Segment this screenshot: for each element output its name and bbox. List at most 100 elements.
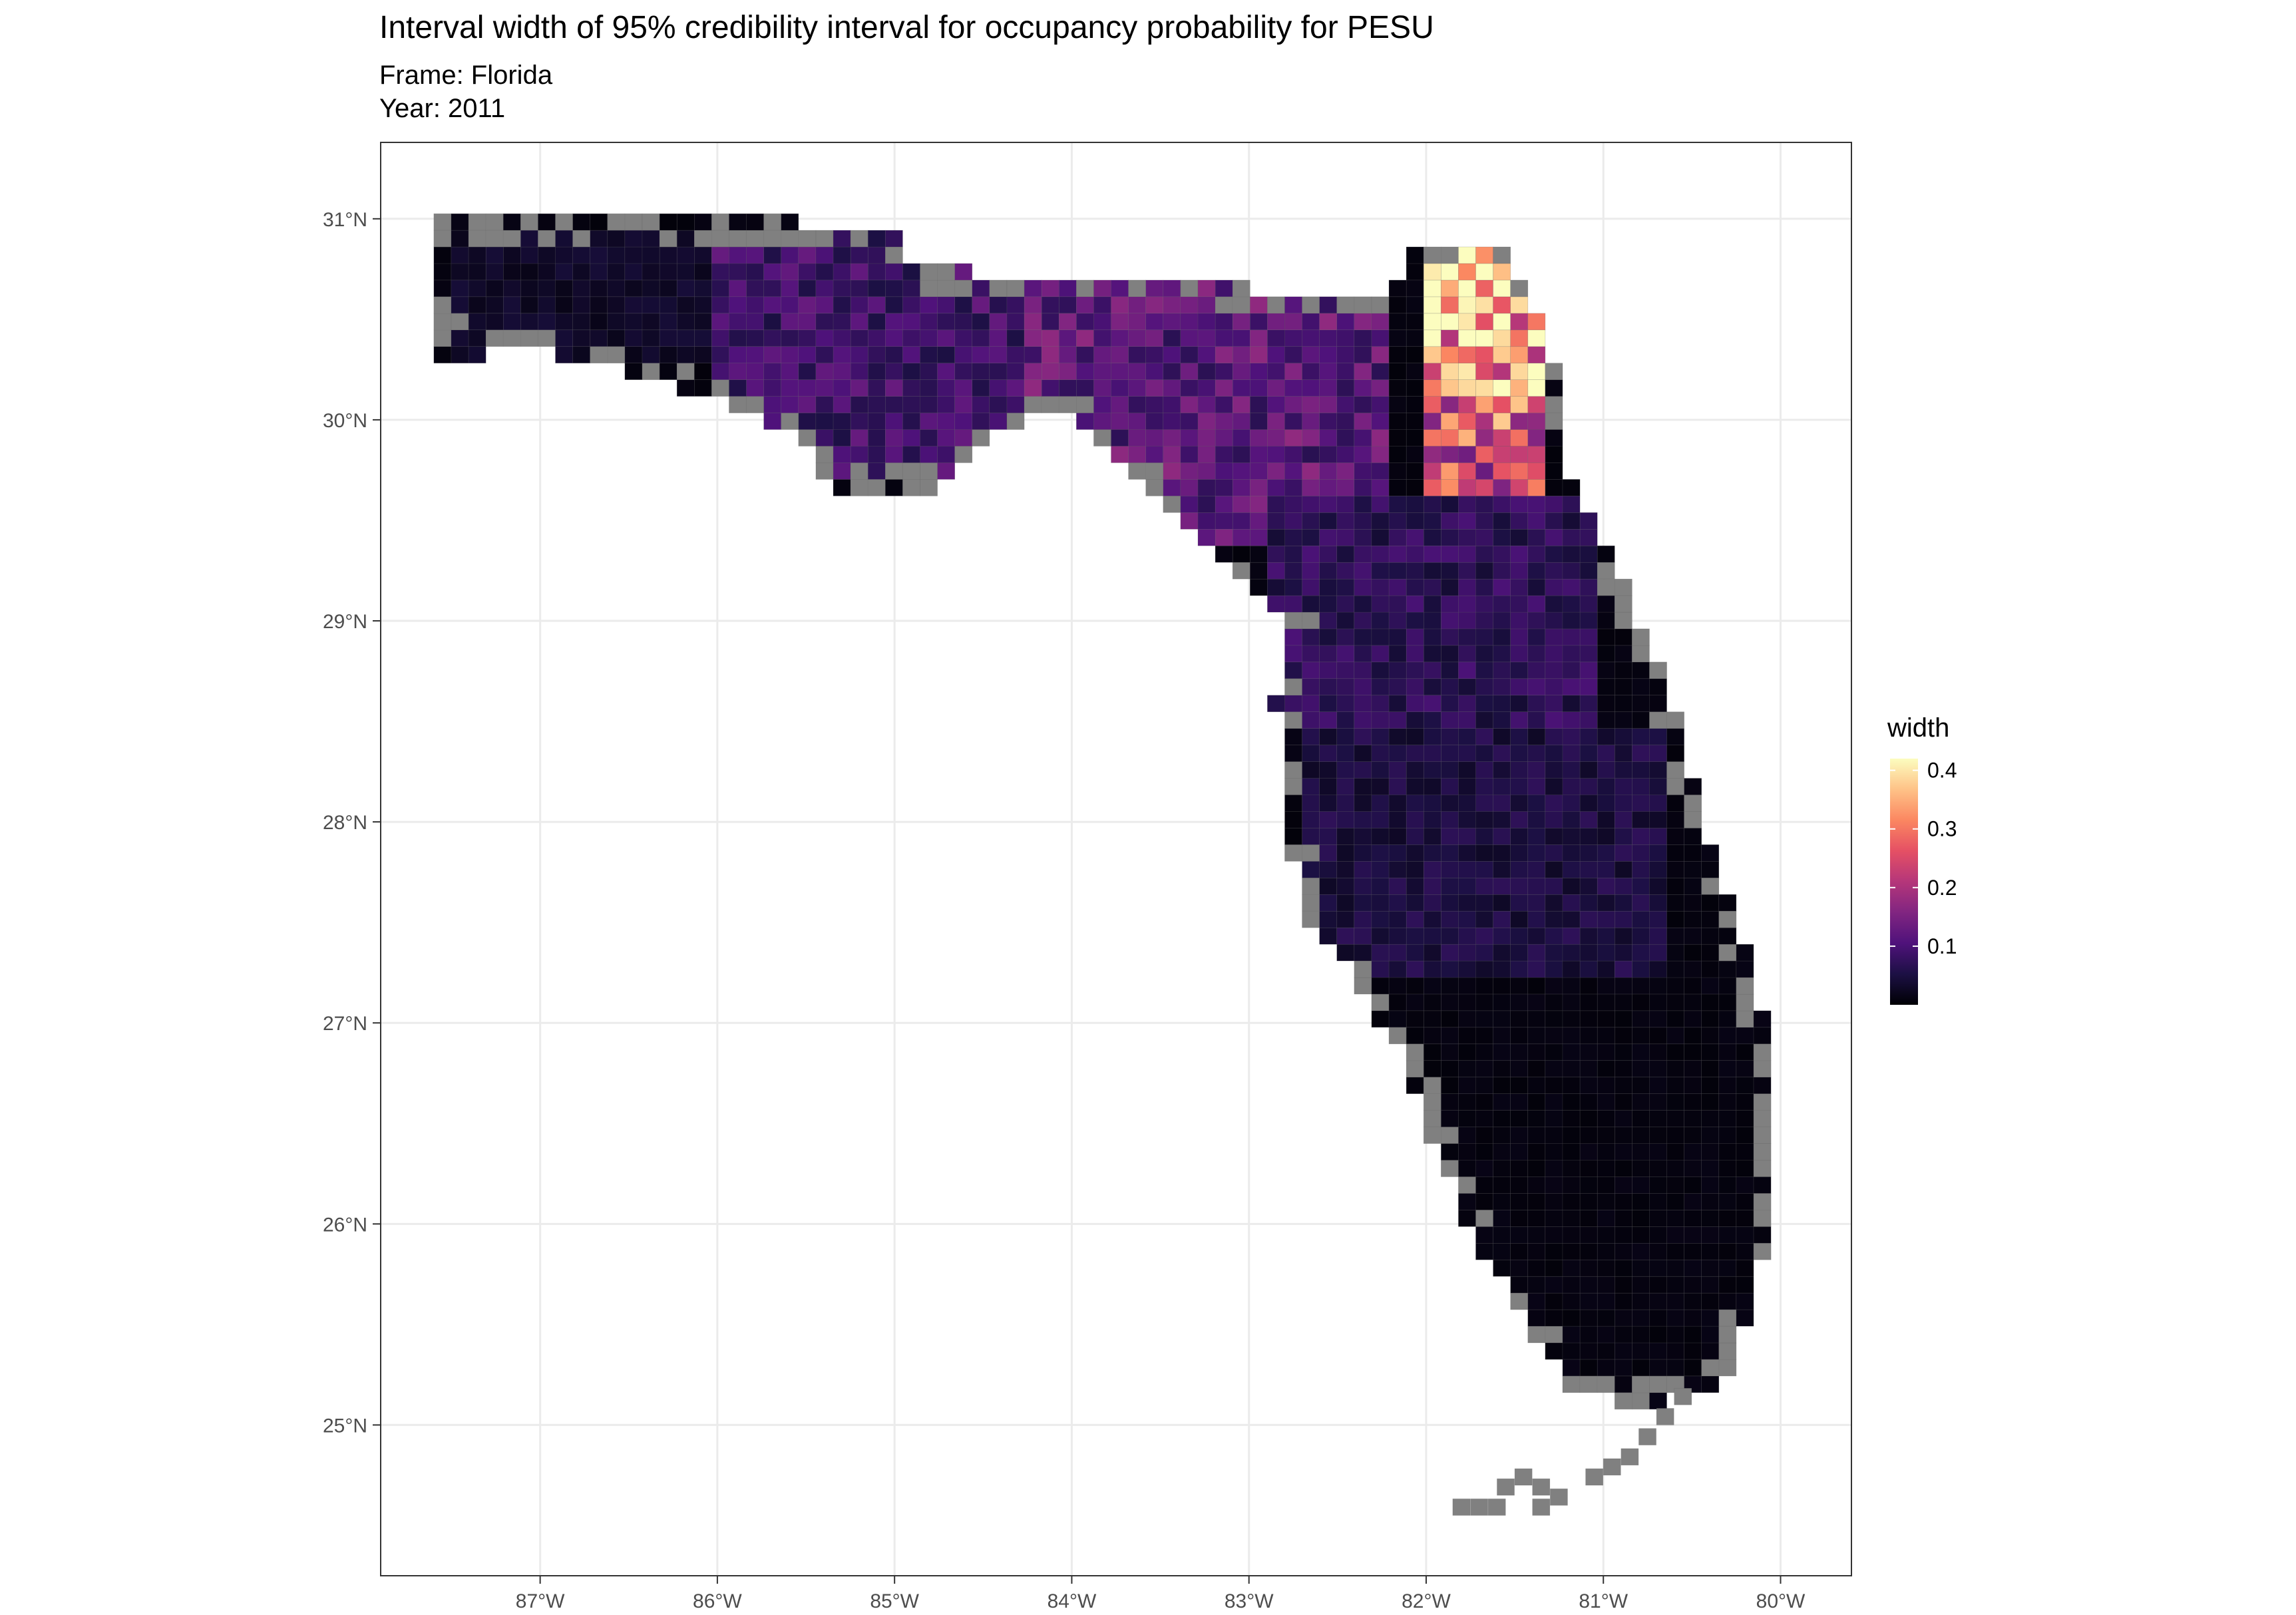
heatmap-cell xyxy=(624,230,643,248)
heatmap-cell xyxy=(1249,363,1268,380)
heatmap-cell xyxy=(1493,296,1511,314)
heatmap-cell xyxy=(781,230,799,248)
heatmap-cell xyxy=(1423,861,1441,878)
heatmap-cell xyxy=(1058,296,1077,314)
heatmap-cell xyxy=(920,462,938,480)
heatmap-cell xyxy=(1527,695,1546,713)
heatmap-cell xyxy=(1354,745,1372,762)
heatmap-cell xyxy=(1267,545,1285,563)
heatmap-cell xyxy=(902,363,920,380)
heatmap-cell-na xyxy=(1674,1387,1692,1405)
heatmap-cell xyxy=(1475,927,1493,945)
heatmap-cell xyxy=(693,379,712,397)
heatmap-cell xyxy=(1249,545,1268,563)
heatmap-cell xyxy=(676,279,695,297)
heatmap-cell xyxy=(1545,811,1563,828)
heatmap-cell xyxy=(1441,329,1459,347)
heatmap-cell xyxy=(1371,578,1390,596)
heatmap-cell xyxy=(1197,446,1216,463)
heatmap-cell xyxy=(972,379,990,397)
heatmap-cell xyxy=(1666,977,1684,995)
heatmap-cell xyxy=(1545,795,1563,812)
heatmap-cell xyxy=(1128,329,1147,347)
heatmap-cell xyxy=(1475,396,1493,413)
heatmap-cell xyxy=(1493,496,1511,513)
heatmap-cell xyxy=(1319,496,1338,513)
heatmap-cell xyxy=(867,329,886,347)
heatmap-cell xyxy=(1562,1010,1581,1028)
heatmap-cell xyxy=(1562,545,1581,563)
heatmap-cell xyxy=(1406,512,1424,530)
heatmap-cell xyxy=(1545,1160,1563,1177)
heatmap-cell xyxy=(1458,894,1476,912)
heatmap-cell xyxy=(502,279,521,297)
heatmap-cell xyxy=(485,279,504,297)
heatmap-cell xyxy=(1371,396,1390,413)
heatmap-cell xyxy=(1076,413,1094,430)
heatmap-cell xyxy=(1562,1309,1581,1327)
heatmap-cell xyxy=(1354,612,1372,629)
heatmap-cell xyxy=(1527,1193,1546,1210)
heatmap-cell xyxy=(937,363,955,380)
heatmap-cell xyxy=(1249,496,1268,513)
heatmap-cell xyxy=(1093,363,1111,380)
heatmap-cell xyxy=(1371,844,1390,862)
heatmap-cell xyxy=(885,230,903,248)
heatmap-cell xyxy=(1614,695,1632,713)
heatmap-cell xyxy=(538,263,556,281)
heatmap-cell xyxy=(1684,1292,1702,1310)
heatmap-cell xyxy=(1545,745,1563,762)
heatmap-cell xyxy=(1614,795,1632,812)
heatmap-cell xyxy=(1423,628,1441,646)
heatmap-cell xyxy=(1388,446,1407,463)
heatmap-cell xyxy=(1614,1359,1632,1377)
heatmap-cell xyxy=(1632,1110,1650,1127)
heatmap-cell xyxy=(1441,1027,1459,1045)
heatmap-cell xyxy=(1493,844,1511,862)
heatmap-cell xyxy=(642,363,660,380)
heatmap-cell xyxy=(920,329,938,347)
heatmap-cell xyxy=(833,346,851,364)
heatmap-cell xyxy=(1527,977,1546,995)
heatmap-cell xyxy=(1267,346,1285,364)
heatmap-cell xyxy=(1284,512,1302,530)
heatmap-cell xyxy=(1423,761,1441,779)
heatmap-cell xyxy=(572,230,591,248)
heatmap-cell xyxy=(1475,446,1493,463)
heatmap-cell xyxy=(1493,877,1511,895)
heatmap-cell xyxy=(1163,279,1181,297)
heatmap-cell xyxy=(1718,1143,1737,1161)
heatmap-cell xyxy=(1302,313,1320,331)
heatmap-cell xyxy=(1441,778,1459,795)
heatmap-cell xyxy=(1284,778,1302,795)
heatmap-cell xyxy=(937,313,955,331)
heatmap-cell xyxy=(729,263,747,281)
heatmap-cell xyxy=(1475,1210,1493,1227)
heatmap-cell xyxy=(1388,578,1407,596)
heatmap-cell xyxy=(642,329,660,347)
heatmap-cell xyxy=(1545,1176,1563,1194)
heatmap-cell xyxy=(1336,329,1355,347)
heatmap-cell xyxy=(1336,413,1355,430)
y-tick-label: 30°N xyxy=(323,410,367,432)
heatmap-cell xyxy=(1632,1160,1650,1177)
heatmap-cell xyxy=(867,363,886,380)
heatmap-cell xyxy=(781,329,799,347)
heatmap-cell xyxy=(1475,661,1493,679)
heatmap-cell xyxy=(1475,1226,1493,1244)
heatmap-cell xyxy=(1302,645,1320,663)
heatmap-cell xyxy=(1441,528,1459,546)
heatmap-cell xyxy=(1319,512,1338,530)
heatmap-cell xyxy=(1475,413,1493,430)
heatmap-cell xyxy=(1649,1292,1667,1310)
heatmap-cell xyxy=(1441,462,1459,480)
heatmap-cell xyxy=(1527,612,1546,629)
heatmap-cell xyxy=(1597,562,1615,580)
heatmap-cell xyxy=(1562,844,1581,862)
heatmap-cell xyxy=(1006,279,1025,297)
heatmap-cell xyxy=(433,313,452,331)
heatmap-cell xyxy=(1736,1176,1754,1194)
heatmap-cell xyxy=(781,313,799,331)
heatmap-cell xyxy=(1441,496,1459,513)
heatmap-cell xyxy=(1493,562,1511,580)
